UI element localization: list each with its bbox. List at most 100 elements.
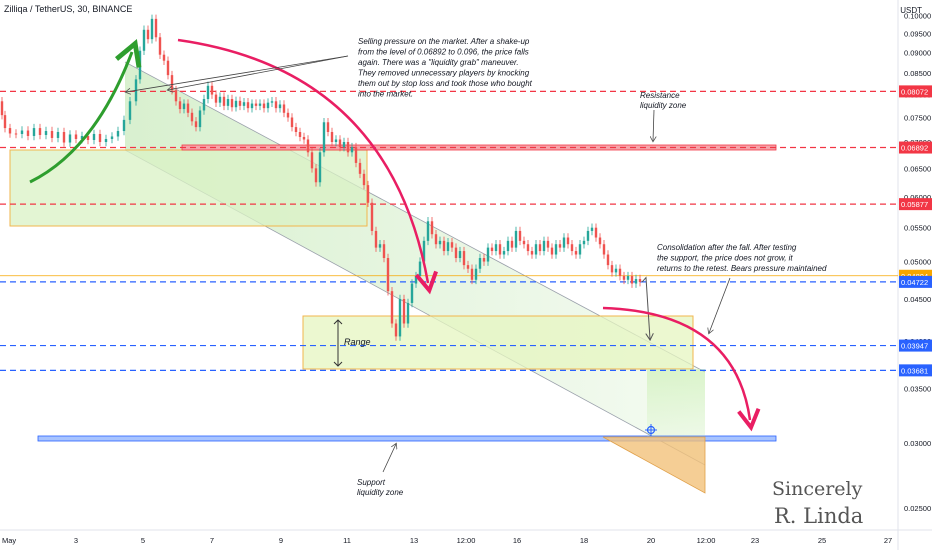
candle-body xyxy=(128,101,132,120)
candle-body xyxy=(318,152,322,183)
candle-body xyxy=(582,240,586,245)
candle-body xyxy=(534,244,538,255)
candle-body xyxy=(366,185,370,203)
x-tick-label: 20 xyxy=(647,536,655,545)
x-tick-label: 12:00 xyxy=(697,536,716,545)
x-tick-label: 13 xyxy=(410,536,418,545)
price-level-tag-label: 0.05877 xyxy=(901,200,928,209)
projection-stop-triangle[interactable] xyxy=(602,436,706,494)
candle-body xyxy=(250,103,254,109)
candle-body xyxy=(506,240,510,252)
candle-body xyxy=(234,100,238,108)
signature-line-1: Sincerely xyxy=(772,478,863,500)
target-crosshair-icon[interactable] xyxy=(645,424,657,436)
red-retest-arrow[interactable] xyxy=(602,306,761,432)
candle-body xyxy=(542,240,546,252)
candle-body xyxy=(150,18,154,40)
note-line: from the level of 0.06892 to 0.096, the … xyxy=(358,48,529,57)
candle-body xyxy=(518,230,522,241)
candle-body xyxy=(570,244,574,252)
candle-body xyxy=(498,244,502,255)
candle-body xyxy=(446,242,450,252)
candle-body xyxy=(494,244,498,252)
candle-body xyxy=(68,134,72,143)
candle-body xyxy=(14,133,18,135)
support-liquidity-zone[interactable] xyxy=(37,435,777,442)
green-rally-arrow[interactable] xyxy=(29,39,142,184)
range-zone[interactable] xyxy=(302,315,694,370)
candle-body xyxy=(474,268,478,280)
candle-body xyxy=(162,54,166,61)
note-line: liquidity zone xyxy=(640,101,687,110)
candle-body xyxy=(406,302,410,324)
candle-body xyxy=(330,132,334,143)
candle-body xyxy=(290,117,294,128)
note-pointer-2 xyxy=(168,55,349,90)
candle-body xyxy=(546,240,550,248)
candle-body xyxy=(334,139,338,143)
candle-body xyxy=(170,75,174,91)
x-tick-label: 3 xyxy=(74,536,78,545)
candle-body xyxy=(574,251,578,255)
accumulation-zone[interactable] xyxy=(9,149,368,227)
price-level-tag xyxy=(899,275,932,288)
candle-body xyxy=(634,279,638,284)
red-fall-arrow[interactable] xyxy=(177,38,438,295)
y-tick-label: 0.06000 xyxy=(904,193,931,202)
candle-body xyxy=(138,50,142,80)
candle-body xyxy=(338,139,342,148)
candle-body xyxy=(490,247,494,252)
candle-body xyxy=(398,298,402,337)
candle-body xyxy=(478,258,482,269)
note-line: Support xyxy=(357,478,386,487)
candle-body xyxy=(154,18,158,38)
note-line: into the market. xyxy=(358,90,413,99)
x-tick-label: May xyxy=(2,536,16,545)
candle-body xyxy=(226,99,230,106)
candle-body xyxy=(482,258,486,262)
candle-body xyxy=(254,103,258,106)
candle-body xyxy=(550,247,554,255)
consolidation-note: Consolidation after the fall. After test… xyxy=(657,243,827,273)
projected-price-path[interactable] xyxy=(641,276,650,340)
candle-body xyxy=(410,283,414,303)
candle-body xyxy=(86,135,90,140)
candle-body xyxy=(80,135,84,139)
y-tick-label: 0.10000 xyxy=(904,11,931,20)
price-level-tag xyxy=(899,339,932,352)
y-tick-label: 0.09000 xyxy=(904,49,931,58)
projection-target-box[interactable] xyxy=(647,369,705,437)
candle-body xyxy=(266,102,270,109)
x-tick-label: 5 xyxy=(141,536,145,545)
candle-body xyxy=(602,244,606,255)
y-tick-label: 0.04500 xyxy=(904,295,931,304)
note-line: again. There was a "liquidity grab" mane… xyxy=(358,58,519,67)
candle-body xyxy=(286,112,290,118)
candle-body xyxy=(230,99,234,108)
candle-body xyxy=(202,99,206,111)
x-tick-label: 9 xyxy=(279,536,283,545)
candle-body xyxy=(270,101,274,103)
candle-body xyxy=(558,244,562,248)
x-tick-label: 12:00 xyxy=(457,536,476,545)
y-tick-label: 0.07500 xyxy=(904,113,931,122)
candle-body xyxy=(294,127,298,133)
candle-body xyxy=(618,268,622,277)
candle-body xyxy=(594,227,598,238)
candle-body xyxy=(38,128,42,135)
candle-body xyxy=(178,101,182,110)
candle-body xyxy=(622,276,626,280)
candle-body xyxy=(122,119,126,132)
consolidation-pointer xyxy=(709,277,731,333)
y-tick-label: 0.05500 xyxy=(904,224,931,233)
x-tick-label: 18 xyxy=(580,536,588,545)
candle-body xyxy=(44,131,48,135)
candle-body xyxy=(116,131,120,137)
candle-body xyxy=(322,122,326,153)
candle-body xyxy=(458,251,462,259)
y-tick-label: 0.09500 xyxy=(904,30,931,39)
candle-body xyxy=(32,128,36,136)
price-level-tag-label: 0.08072 xyxy=(901,87,928,96)
candle-body xyxy=(242,102,246,106)
